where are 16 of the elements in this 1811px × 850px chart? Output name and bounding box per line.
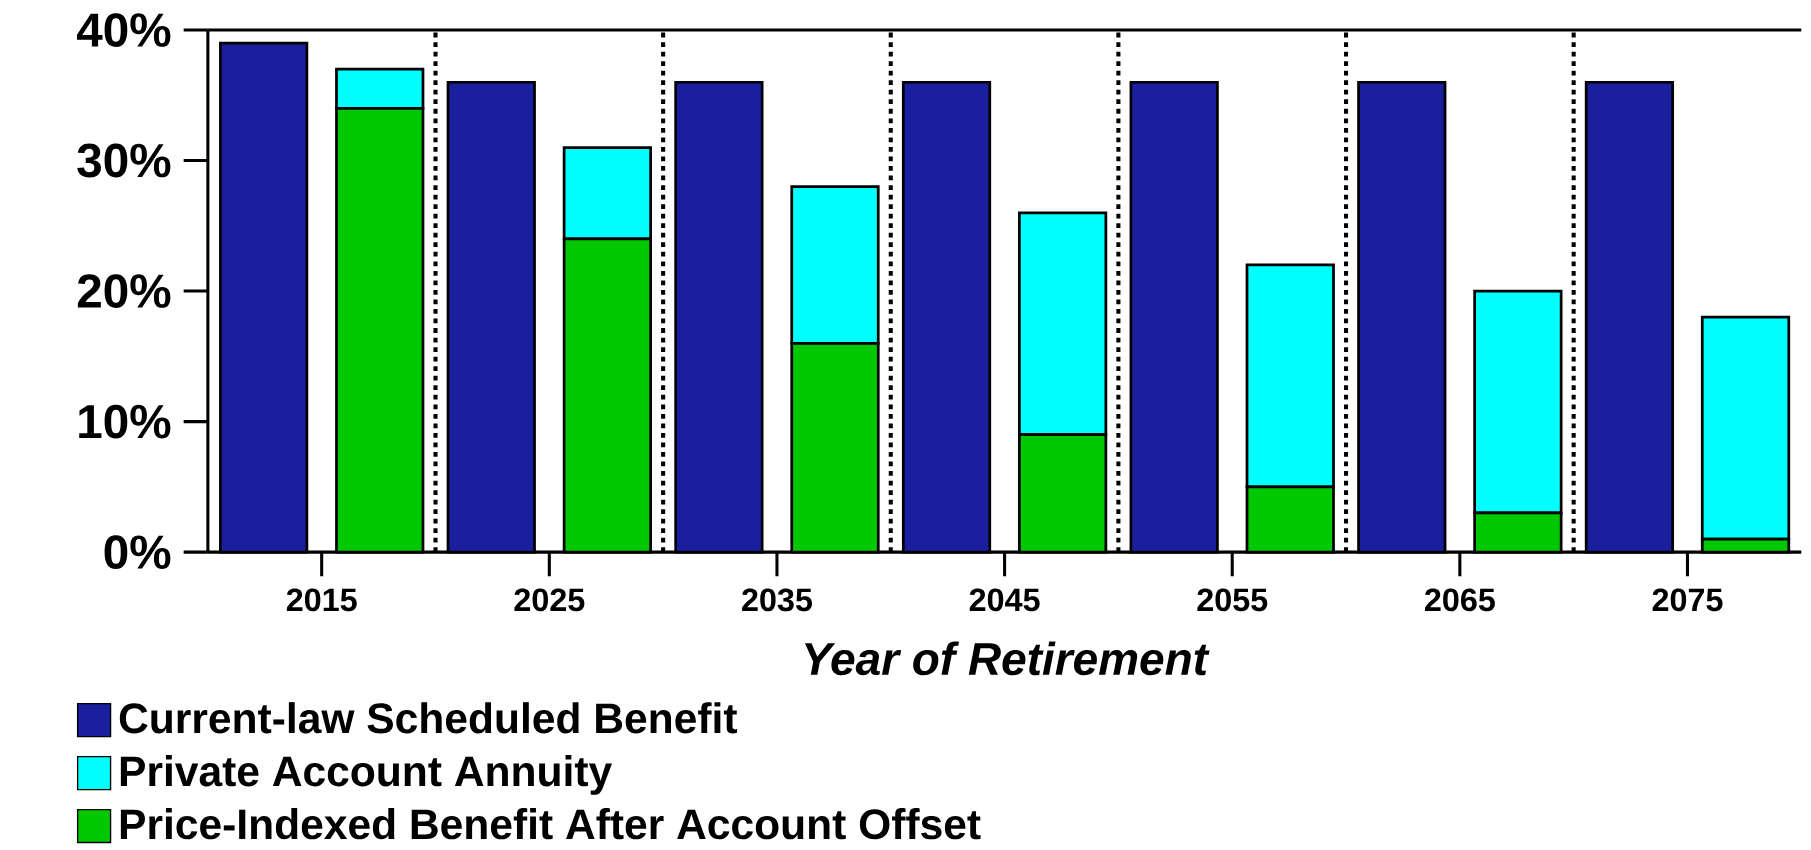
y-tick-label: 40% — [76, 13, 171, 48]
legend-label: Price-Indexed Benefit After Account Offset — [120, 808, 981, 840]
y-tick-label: 20% — [77, 274, 171, 309]
x-tick-label: 2035 — [742, 588, 813, 612]
x-tick-label: 2025 — [514, 588, 585, 612]
legend-label: Private Account Annuity — [120, 755, 612, 796]
y-tick-label: 30% — [77, 143, 171, 178]
x-tick-label: 2015 — [286, 588, 357, 612]
y-tick-label: 10% — [79, 404, 171, 439]
legend-label: Current-law Scheduled Benefit — [119, 702, 738, 734]
y-tick-label: 0% — [104, 535, 171, 570]
x-tick-label: 2055 — [1197, 588, 1268, 612]
x-tick-label: 2065 — [1424, 588, 1495, 612]
x-axis-title: Year of Retirement — [804, 641, 1210, 676]
x-tick-label: 2075 — [1652, 588, 1723, 612]
x-tick-label: 2045 — [969, 588, 1040, 612]
